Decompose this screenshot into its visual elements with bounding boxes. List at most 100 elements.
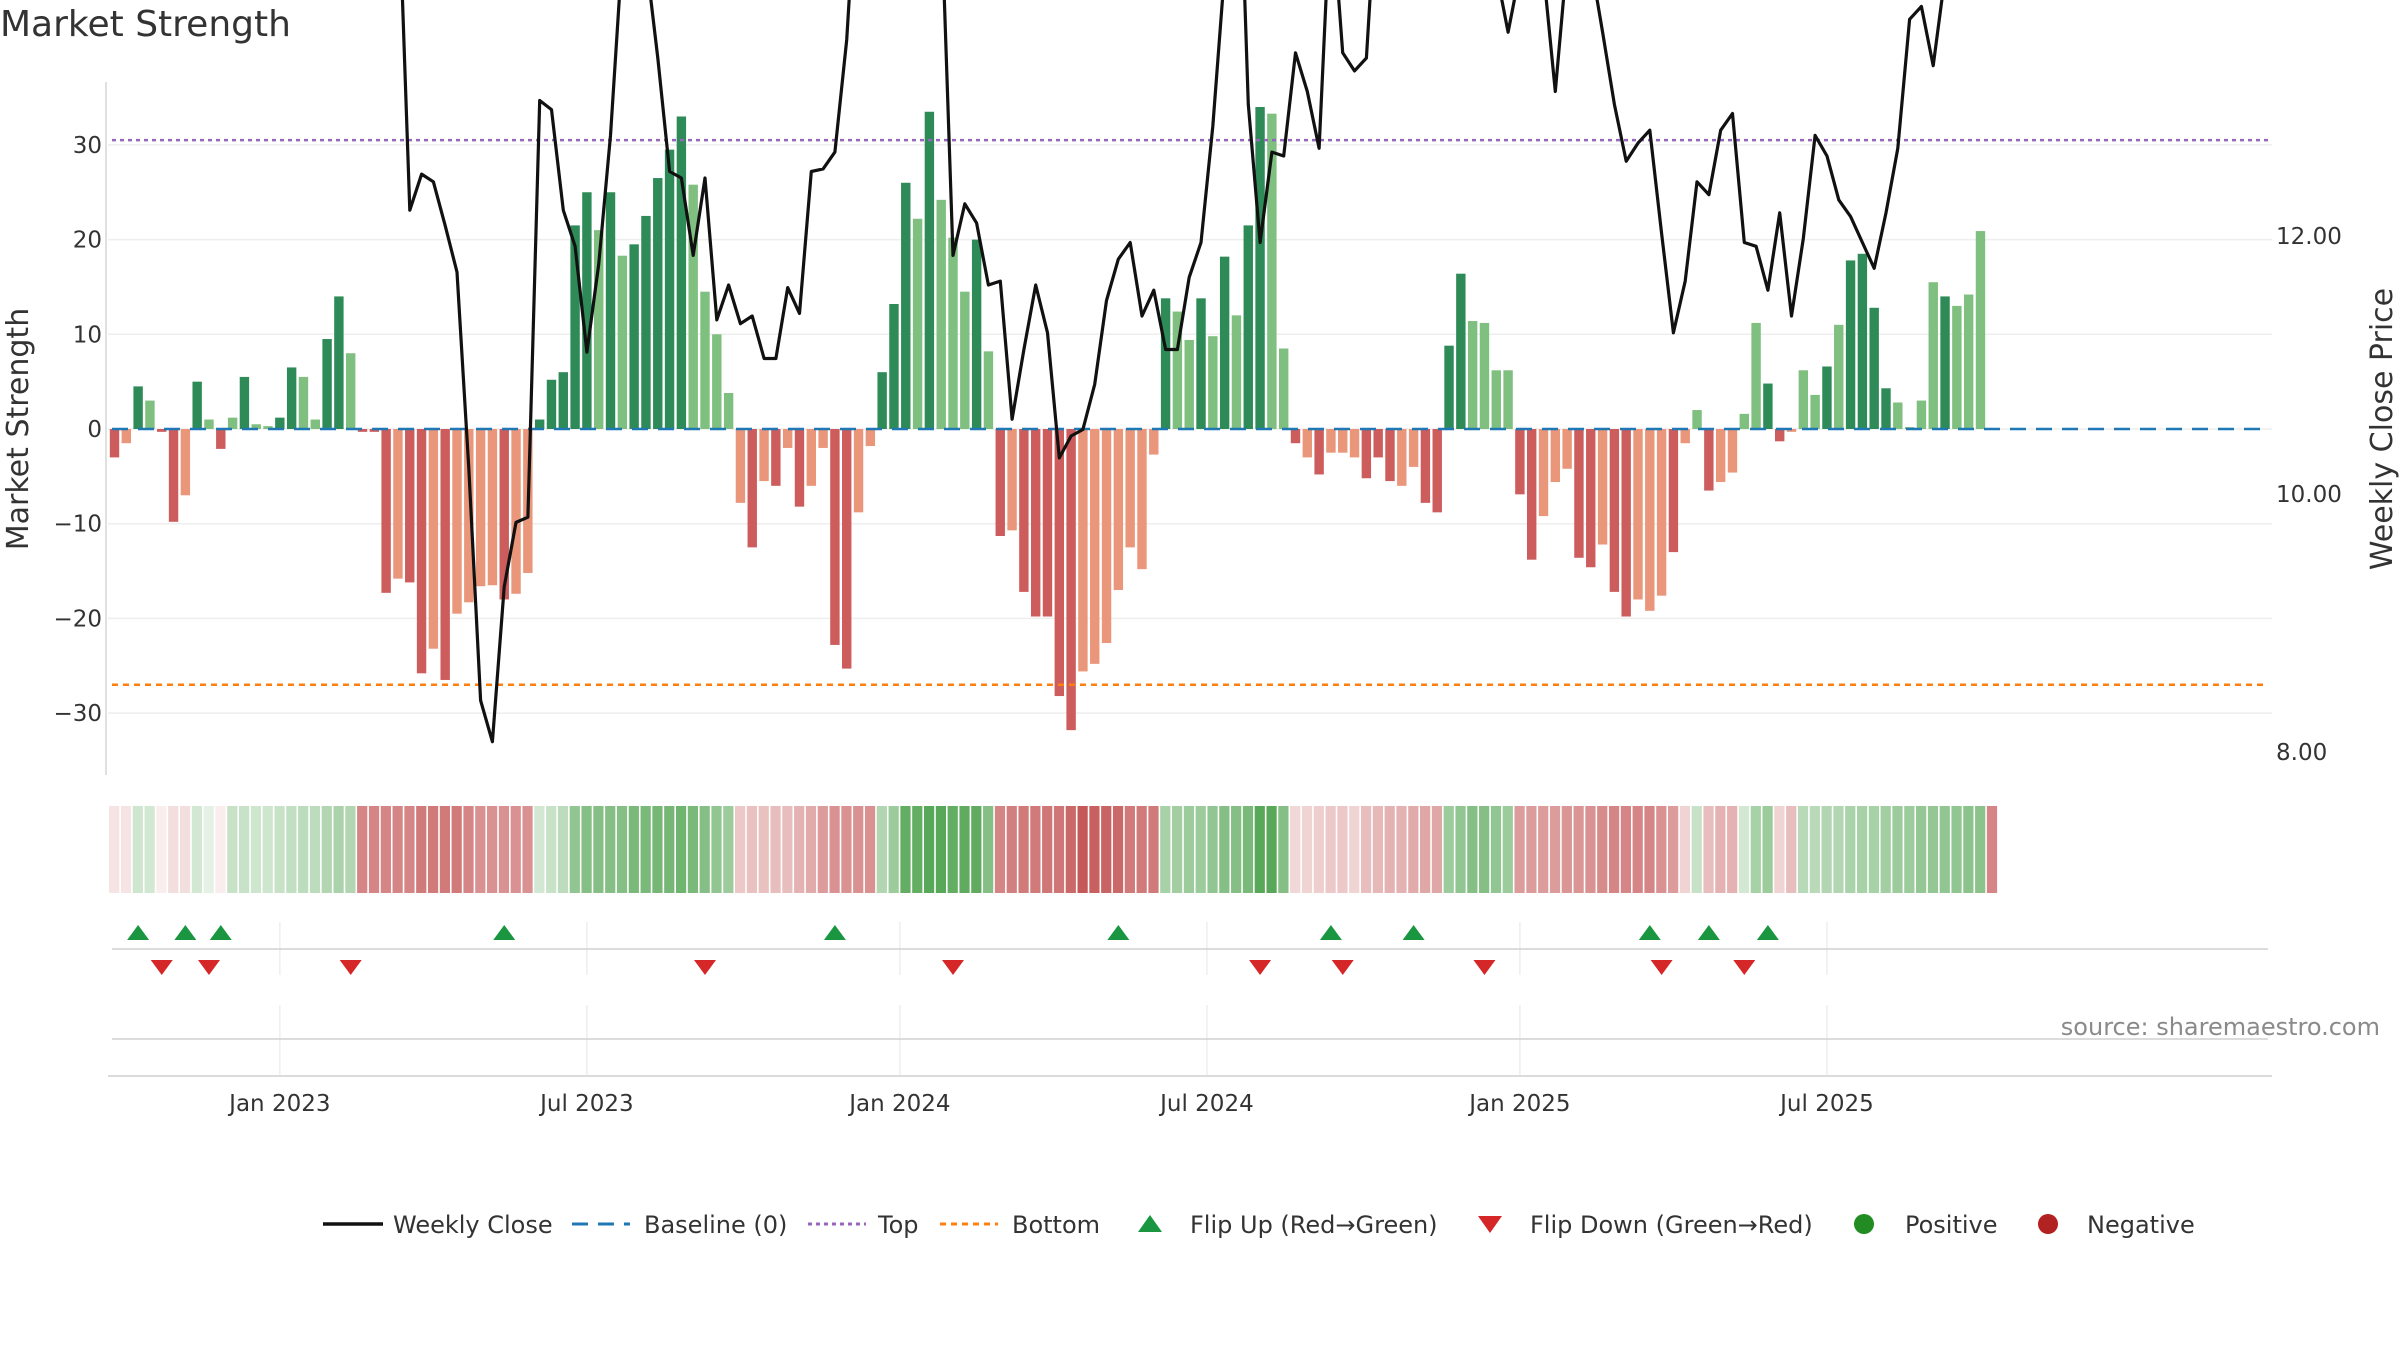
heat-cell — [1053, 806, 1065, 893]
strength-bar — [1704, 429, 1714, 491]
strength-bar — [664, 149, 675, 429]
strength-bar — [1952, 305, 1962, 429]
heat-cell — [1573, 806, 1584, 893]
strength-bar — [1739, 413, 1749, 429]
heat-cell — [782, 806, 793, 893]
strength-bar — [558, 372, 568, 429]
strength-bar — [1491, 370, 1501, 429]
strength-bar — [1503, 370, 1513, 429]
legend-label: Baseline (0) — [644, 1211, 787, 1239]
strength-bar — [416, 429, 427, 674]
heat-cell — [581, 806, 592, 893]
strength-bar — [322, 339, 332, 429]
strength-bar — [641, 215, 651, 429]
strength-bar — [1125, 429, 1135, 548]
strength-bar — [594, 230, 604, 429]
flip-down-marker — [1249, 960, 1272, 975]
heat-cell — [1372, 806, 1383, 893]
x-tick-label: Jul 2024 — [1158, 1091, 1254, 1117]
flip-down-marker — [1473, 960, 1496, 975]
heat-cell — [664, 806, 675, 893]
heat-cell — [1183, 806, 1195, 893]
strength-bar — [1810, 394, 1820, 429]
heat-cell — [392, 806, 403, 893]
heat-cell — [120, 806, 132, 893]
strength-bar — [239, 376, 250, 429]
strength-bar — [1527, 429, 1537, 560]
strength-bar — [1727, 429, 1738, 473]
strength-bar — [1869, 307, 1879, 429]
strength-bar — [605, 192, 616, 429]
reference-lines — [112, 138, 2268, 686]
strength-bar — [1290, 429, 1301, 444]
strength-bar — [1692, 410, 1702, 429]
heat-cell — [1809, 806, 1820, 893]
heat-cell — [1301, 806, 1313, 893]
strength-bar — [723, 393, 734, 429]
heat-cell — [652, 806, 663, 893]
heat-cell — [1290, 806, 1301, 893]
heat-cell — [805, 806, 817, 893]
strength-bar — [936, 199, 946, 429]
strength-bar — [1857, 253, 1868, 429]
strength-bar — [1586, 429, 1596, 568]
strength-bar — [157, 429, 167, 432]
legend-swatch-negative — [2038, 1214, 2058, 1234]
strength-bar — [109, 429, 120, 458]
heat-cell — [1266, 806, 1277, 893]
strength-bar — [794, 429, 805, 507]
heat-cell — [191, 806, 202, 893]
x-tick-label: Jan 2024 — [847, 1091, 950, 1117]
strength-bar — [1278, 348, 1289, 429]
heat-cell — [1727, 806, 1738, 893]
flip-down-marker — [197, 960, 220, 975]
heat-cell — [1892, 806, 1903, 893]
heat-cell — [758, 806, 769, 893]
heat-cell — [1254, 806, 1265, 893]
heat-cell — [510, 806, 521, 893]
heat-cell — [1632, 806, 1643, 893]
strength-bar — [381, 429, 391, 593]
heat-cell — [1797, 806, 1809, 893]
heat-cell — [1136, 806, 1147, 893]
strength-bar — [499, 429, 509, 600]
heat-cell — [262, 806, 273, 893]
strength-bar — [1633, 429, 1643, 600]
strength-bar — [1385, 429, 1395, 482]
heat-cell — [1160, 806, 1171, 893]
legend-label: Bottom — [1012, 1211, 1100, 1239]
x-tick-label: Jan 2025 — [1467, 1091, 1570, 1117]
heat-cell — [1833, 806, 1844, 893]
heat-cell — [687, 806, 698, 893]
y-axis-title: Market Strength — [1, 308, 36, 550]
heat-cell — [1549, 806, 1561, 893]
strength-bar — [1007, 429, 1017, 531]
strength-bar — [1763, 383, 1773, 429]
strength-bar — [830, 429, 840, 645]
heat-cell — [1668, 806, 1679, 893]
strength-bar — [771, 429, 781, 486]
heat-cell — [1219, 806, 1230, 893]
strength-bar — [877, 372, 887, 429]
heat-cell — [439, 806, 450, 893]
strength-bar — [1361, 429, 1372, 479]
heat-cell — [1065, 806, 1076, 893]
strength-bar — [1349, 429, 1360, 458]
heat-cell — [156, 806, 167, 893]
heat-cell — [1384, 806, 1395, 893]
heat-cell — [1963, 806, 1974, 893]
weekly-close-line — [400, 0, 1944, 744]
strength-bar — [1397, 429, 1407, 486]
strength-bar — [1680, 429, 1690, 444]
legend: Weekly Close Baseline (0) Top Bottom Flip Up… — [323, 1211, 2195, 1239]
flip-up-marker — [493, 925, 516, 940]
strength-bar — [1845, 260, 1856, 429]
strength-bar — [1963, 294, 1974, 429]
strength-bar — [428, 429, 439, 649]
strength-bar — [688, 184, 698, 429]
heat-cell — [1927, 806, 1939, 893]
heat-cell — [1006, 806, 1017, 893]
flip-up-marker — [1107, 925, 1130, 940]
legend-label: Top — [877, 1211, 919, 1239]
strength-bar — [334, 296, 344, 429]
